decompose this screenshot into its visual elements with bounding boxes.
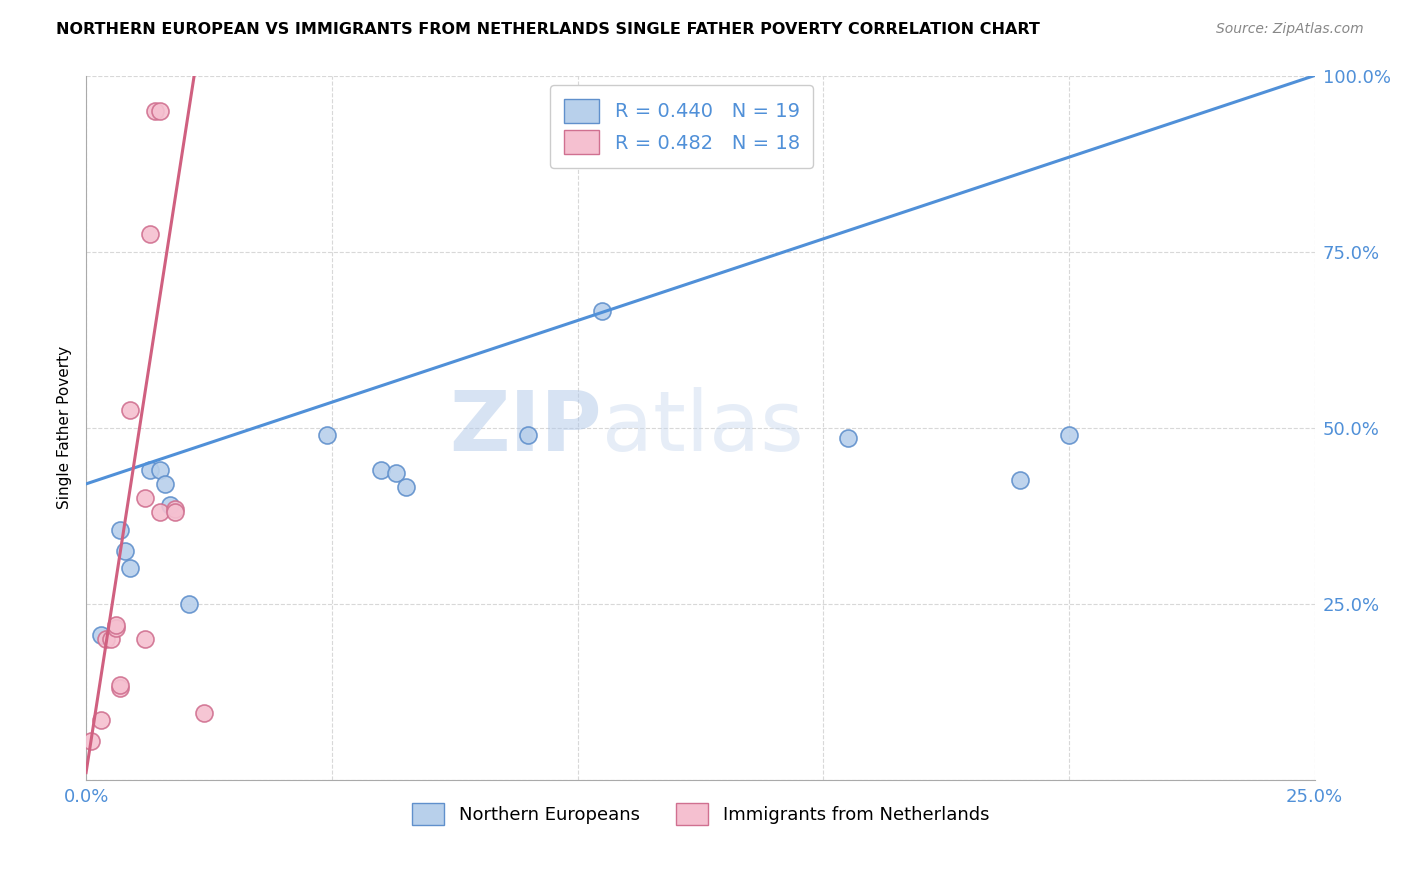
- Point: [139, 463, 162, 477]
- Point: [163, 501, 186, 516]
- Point: [134, 632, 156, 646]
- Point: [104, 621, 127, 635]
- Point: [591, 304, 613, 318]
- Point: [370, 463, 392, 477]
- Point: [134, 491, 156, 505]
- Point: [143, 103, 166, 118]
- Point: [104, 617, 127, 632]
- Point: [1008, 474, 1031, 488]
- Point: [90, 628, 112, 642]
- Point: [94, 632, 117, 646]
- Point: [517, 427, 540, 442]
- Text: Source: ZipAtlas.com: Source: ZipAtlas.com: [1216, 22, 1364, 37]
- Point: [110, 677, 132, 691]
- Point: [193, 706, 215, 720]
- Point: [90, 713, 112, 727]
- Text: ZIP: ZIP: [450, 387, 602, 468]
- Point: [384, 467, 406, 481]
- Point: [315, 427, 337, 442]
- Point: [179, 597, 201, 611]
- Point: [110, 681, 132, 695]
- Point: [394, 480, 416, 494]
- Point: [149, 505, 172, 519]
- Y-axis label: Single Father Poverty: Single Father Poverty: [58, 346, 72, 509]
- Text: atlas: atlas: [602, 387, 804, 468]
- Point: [149, 103, 172, 118]
- Point: [110, 523, 132, 537]
- Text: NORTHERN EUROPEAN VS IMMIGRANTS FROM NETHERLANDS SINGLE FATHER POVERTY CORRELATI: NORTHERN EUROPEAN VS IMMIGRANTS FROM NET…: [56, 22, 1040, 37]
- Point: [100, 632, 122, 646]
- Point: [163, 505, 186, 519]
- Point: [153, 476, 176, 491]
- Point: [149, 463, 172, 477]
- Point: [120, 561, 142, 575]
- Legend: Northern Europeans, Immigrants from Netherlands: Northern Europeans, Immigrants from Neth…: [402, 794, 998, 834]
- Point: [139, 227, 162, 241]
- Point: [1057, 427, 1080, 442]
- Point: [120, 403, 142, 417]
- Point: [80, 734, 103, 748]
- Point: [159, 498, 181, 512]
- Point: [114, 543, 136, 558]
- Point: [837, 431, 859, 445]
